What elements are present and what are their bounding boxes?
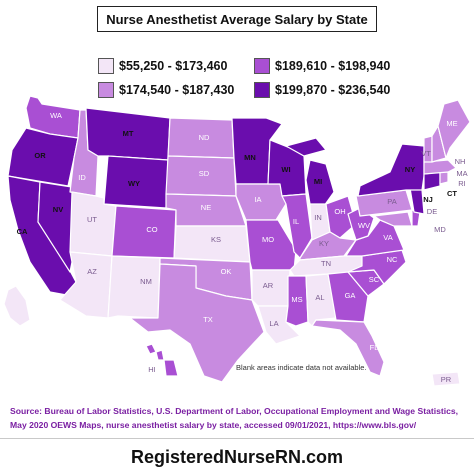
state-label-nj: NJ <box>423 195 433 204</box>
state-tx[interactable] <box>129 263 265 383</box>
state-ks[interactable] <box>173 225 251 263</box>
state-hi-2[interactable] <box>155 349 165 361</box>
state-label-mi: MI <box>314 177 322 186</box>
state-fl[interactable] <box>311 319 385 377</box>
map-title: Nurse Anesthetist Average Salary by Stat… <box>97 6 377 32</box>
legend-label: $174,540 - $187,430 <box>119 83 235 97</box>
state-ak[interactable] <box>3 285 31 327</box>
state-label-ga: GA <box>345 291 356 300</box>
footer-divider <box>0 438 474 439</box>
state-mo[interactable] <box>245 219 297 271</box>
state-co[interactable] <box>111 205 177 259</box>
state-label-ms: MS <box>291 295 302 304</box>
state-label-nh: NH <box>455 157 466 166</box>
state-label-oh: OH <box>334 207 345 216</box>
legend-swatch <box>98 58 114 74</box>
state-nm[interactable] <box>107 255 161 319</box>
legend-label: $55,250 - $173,460 <box>119 59 228 73</box>
state-ct[interactable] <box>423 171 441 191</box>
legend-item: $189,610 - $198,940 <box>254 58 390 74</box>
state-va[interactable] <box>345 219 405 257</box>
state-label-ri: RI <box>458 179 466 188</box>
state-label-ne: NE <box>201 203 211 212</box>
state-label-ny: NY <box>405 165 415 174</box>
state-md[interactable] <box>373 211 413 227</box>
state-label-wa: WA <box>50 111 62 120</box>
state-label-hi: HI <box>148 365 156 374</box>
legend-label: $199,870 - $236,540 <box>275 83 391 97</box>
state-label-co: CO <box>146 225 157 234</box>
state-label-id: ID <box>78 173 86 182</box>
state-label-mo: MO <box>262 235 274 244</box>
state-label-de: DE <box>427 207 437 216</box>
source-citation: Source: Bureau of Labor Statistics, U.S.… <box>10 406 459 430</box>
state-label-ma: MA <box>456 169 467 178</box>
state-label-sd: SD <box>199 169 210 178</box>
legend-label: $189,610 - $198,940 <box>275 59 391 73</box>
legend: $55,250 - $173,460 $174,540 - $187,430 $… <box>98 52 398 104</box>
legend-swatch <box>98 82 114 98</box>
state-label-ar: AR <box>263 281 274 290</box>
legend-swatch <box>254 58 270 74</box>
state-label-or: OR <box>34 151 46 160</box>
state-mi-up[interactable] <box>285 137 327 157</box>
data-note: Blank areas indicate data not available. <box>236 363 367 372</box>
state-label-pa: PA <box>387 197 396 206</box>
state-label-sc: SC <box>369 275 380 284</box>
state-label-fl: FL <box>370 343 379 352</box>
state-label-pr: PR <box>441 375 452 384</box>
site-footer: RegisteredNurseRN.com <box>130 446 344 467</box>
state-label-nv: NV <box>53 205 63 214</box>
state-or[interactable] <box>7 127 79 187</box>
state-label-nc: NC <box>387 255 398 264</box>
state-label-ok: OK <box>221 267 232 276</box>
state-label-az: AZ <box>87 267 97 276</box>
state-label-ut: UT <box>87 215 97 224</box>
state-label-wv: WV <box>358 221 370 230</box>
state-label-wi: WI <box>281 165 290 174</box>
state-label-vt: VT <box>421 149 431 158</box>
state-nc[interactable] <box>347 249 407 285</box>
state-label-ca: CA <box>17 227 28 236</box>
state-ma[interactable] <box>423 159 457 175</box>
state-hi-3[interactable] <box>163 359 179 377</box>
legend-item: $55,250 - $173,460 <box>98 58 227 74</box>
state-label-mn: MN <box>244 153 256 162</box>
state-label-ia: IA <box>254 195 261 204</box>
state-label-mt: MT <box>123 129 134 138</box>
state-label-ks: KS <box>211 235 221 244</box>
state-hi[interactable] <box>145 343 157 355</box>
legend-item: $199,870 - $236,540 <box>254 82 390 98</box>
state-label-tx: TX <box>203 315 213 324</box>
state-label-me: ME <box>446 119 457 128</box>
state-ri[interactable] <box>439 171 449 185</box>
state-label-in: IN <box>314 213 322 222</box>
legend-item: $174,540 - $187,430 <box>98 82 234 98</box>
state-label-wy: WY <box>128 179 140 188</box>
state-label-nd: ND <box>199 133 210 142</box>
state-pr[interactable] <box>431 371 461 387</box>
state-label-nm: NM <box>140 277 152 286</box>
state-label-al: AL <box>315 293 324 302</box>
state-label-tn: TN <box>321 259 331 268</box>
state-me[interactable] <box>437 99 471 159</box>
state-oh[interactable] <box>325 195 357 239</box>
state-label-ct: CT <box>447 189 457 198</box>
state-labels: WA OR CA NV ID MT WY UT AZ CO NM ND SD N… <box>17 111 468 384</box>
state-label-ky: KY <box>319 239 329 248</box>
state-label-md: MD <box>434 225 446 234</box>
state-label-va: VA <box>383 233 392 242</box>
legend-swatch <box>254 82 270 98</box>
state-label-il: IL <box>293 217 299 226</box>
state-label-la: LA <box>269 319 278 328</box>
